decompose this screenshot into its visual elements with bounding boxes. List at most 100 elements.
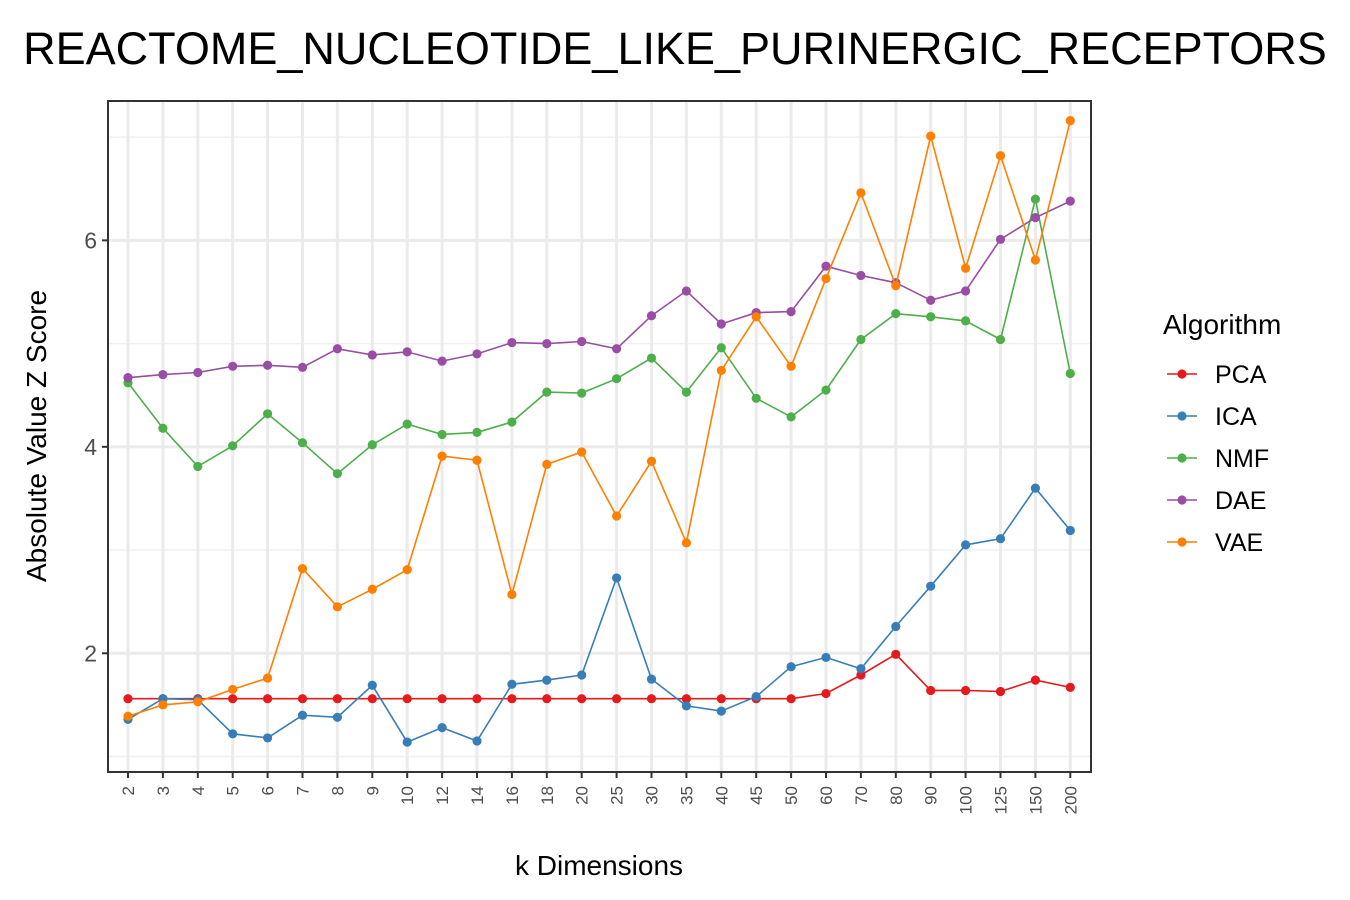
data-point-vae	[856, 188, 866, 198]
data-point-ica	[891, 621, 901, 632]
data-point-vae	[577, 447, 587, 457]
data-point-vae	[1030, 255, 1040, 265]
legend-key-point-ica	[1177, 411, 1187, 421]
data-point-vae	[646, 456, 657, 466]
data-point-pca	[681, 694, 692, 704]
data-point-dae	[1065, 196, 1075, 206]
x-tick-label: 40	[712, 786, 731, 805]
data-point-ica	[577, 670, 587, 680]
x-tick-label: 25	[608, 786, 627, 805]
data-point-dae	[786, 306, 796, 317]
data-point-dae	[995, 234, 1006, 244]
data-point-nmf	[193, 461, 203, 472]
x-tick-label: 9	[363, 786, 382, 795]
data-point-vae	[891, 281, 901, 291]
data-point-nmf	[786, 412, 796, 422]
data-point-ica	[297, 710, 308, 720]
data-point-vae	[716, 365, 726, 376]
data-point-vae	[507, 589, 517, 600]
plot-background	[108, 101, 1091, 772]
data-point-dae	[961, 286, 971, 296]
x-tick-label: 8	[328, 786, 347, 795]
series-line-nmf	[127, 198, 1072, 475]
x-tick-label: 2	[119, 786, 138, 795]
data-point-pca	[1065, 682, 1075, 692]
data-point-ica	[402, 737, 412, 747]
x-tick-label: 125	[992, 786, 1011, 814]
data-point-vae	[193, 697, 203, 707]
data-point-nmf	[507, 417, 517, 427]
data-point-ica	[472, 736, 482, 746]
data-point-vae	[437, 451, 447, 461]
data-point-pca	[891, 649, 901, 659]
data-point-nmf	[228, 441, 238, 451]
data-point-pca	[507, 694, 517, 704]
y-axis-title: Absolute Value Z Score	[21, 290, 52, 582]
data-point-dae	[507, 337, 517, 348]
data-point-ica	[716, 706, 726, 716]
data-point-vae	[158, 700, 168, 710]
x-axis-title: k Dimensions	[515, 850, 683, 881]
data-point-vae	[263, 673, 273, 683]
data-point-pca	[332, 694, 342, 704]
data-point-dae	[926, 295, 936, 305]
data-point-vae	[228, 684, 238, 695]
x-tick-label: 80	[887, 786, 906, 805]
data-point-ica	[1030, 483, 1040, 493]
x-tick-label: 10	[398, 786, 417, 805]
x-tick-label: 150	[1026, 786, 1045, 814]
data-point-vae	[926, 131, 936, 141]
data-point-ica	[437, 723, 447, 733]
data-point-dae	[228, 361, 238, 371]
data-point-dae	[716, 319, 726, 329]
data-point-dae	[542, 338, 552, 349]
legend-key-point-nmf	[1177, 453, 1187, 463]
data-point-ica	[995, 534, 1006, 544]
data-point-nmf	[472, 427, 482, 437]
data-point-ica	[263, 733, 273, 743]
data-point-nmf	[821, 385, 831, 395]
chart-title: REACTOME_NUCLEOTIDE_LIKE_PURINERGIC_RECE…	[23, 23, 1327, 74]
data-point-vae	[821, 273, 831, 284]
panel-border	[107, 100, 1092, 773]
data-point-nmf	[891, 309, 901, 319]
data-point-dae	[263, 360, 273, 370]
data-point-vae	[751, 312, 761, 322]
data-point-nmf	[332, 469, 342, 479]
x-tick-label: 45	[747, 786, 766, 805]
data-point-nmf	[1065, 368, 1075, 379]
data-point-nmf	[926, 312, 936, 322]
data-point-vae	[786, 361, 796, 371]
data-point-nmf	[751, 393, 761, 403]
data-point-nmf	[263, 409, 273, 419]
data-point-pca	[367, 694, 377, 704]
data-point-vae	[332, 602, 342, 612]
data-point-vae	[961, 263, 971, 273]
data-point-pca	[228, 694, 238, 704]
data-point-dae	[472, 349, 482, 359]
data-point-dae	[297, 362, 308, 372]
data-point-nmf	[437, 429, 447, 440]
data-point-nmf	[158, 423, 168, 433]
data-point-dae	[1030, 213, 1040, 223]
data-point-pca	[995, 686, 1006, 697]
legend-key-point-vae	[1177, 537, 1187, 547]
data-point-nmf	[297, 438, 308, 448]
data-point-ica	[332, 712, 342, 722]
data-point-vae	[402, 565, 412, 575]
data-point-pca	[961, 685, 971, 696]
data-point-pca	[926, 685, 936, 696]
legend-key-point-pca	[1177, 369, 1187, 379]
x-tick-label: 70	[852, 786, 871, 805]
legend: Algorithm PCA ICA NMF DAE VAE	[1163, 309, 1281, 557]
legend-title: Algorithm	[1163, 309, 1281, 340]
data-point-ica	[681, 701, 692, 711]
data-point-vae	[681, 538, 692, 548]
x-tick-label: 30	[643, 786, 662, 805]
data-point-ica	[856, 664, 866, 674]
data-point-pca	[437, 694, 447, 704]
data-point-pca	[123, 694, 133, 704]
data-point-ica	[821, 652, 831, 663]
x-tick-label: 200	[1061, 786, 1080, 814]
data-point-ica	[542, 675, 552, 685]
